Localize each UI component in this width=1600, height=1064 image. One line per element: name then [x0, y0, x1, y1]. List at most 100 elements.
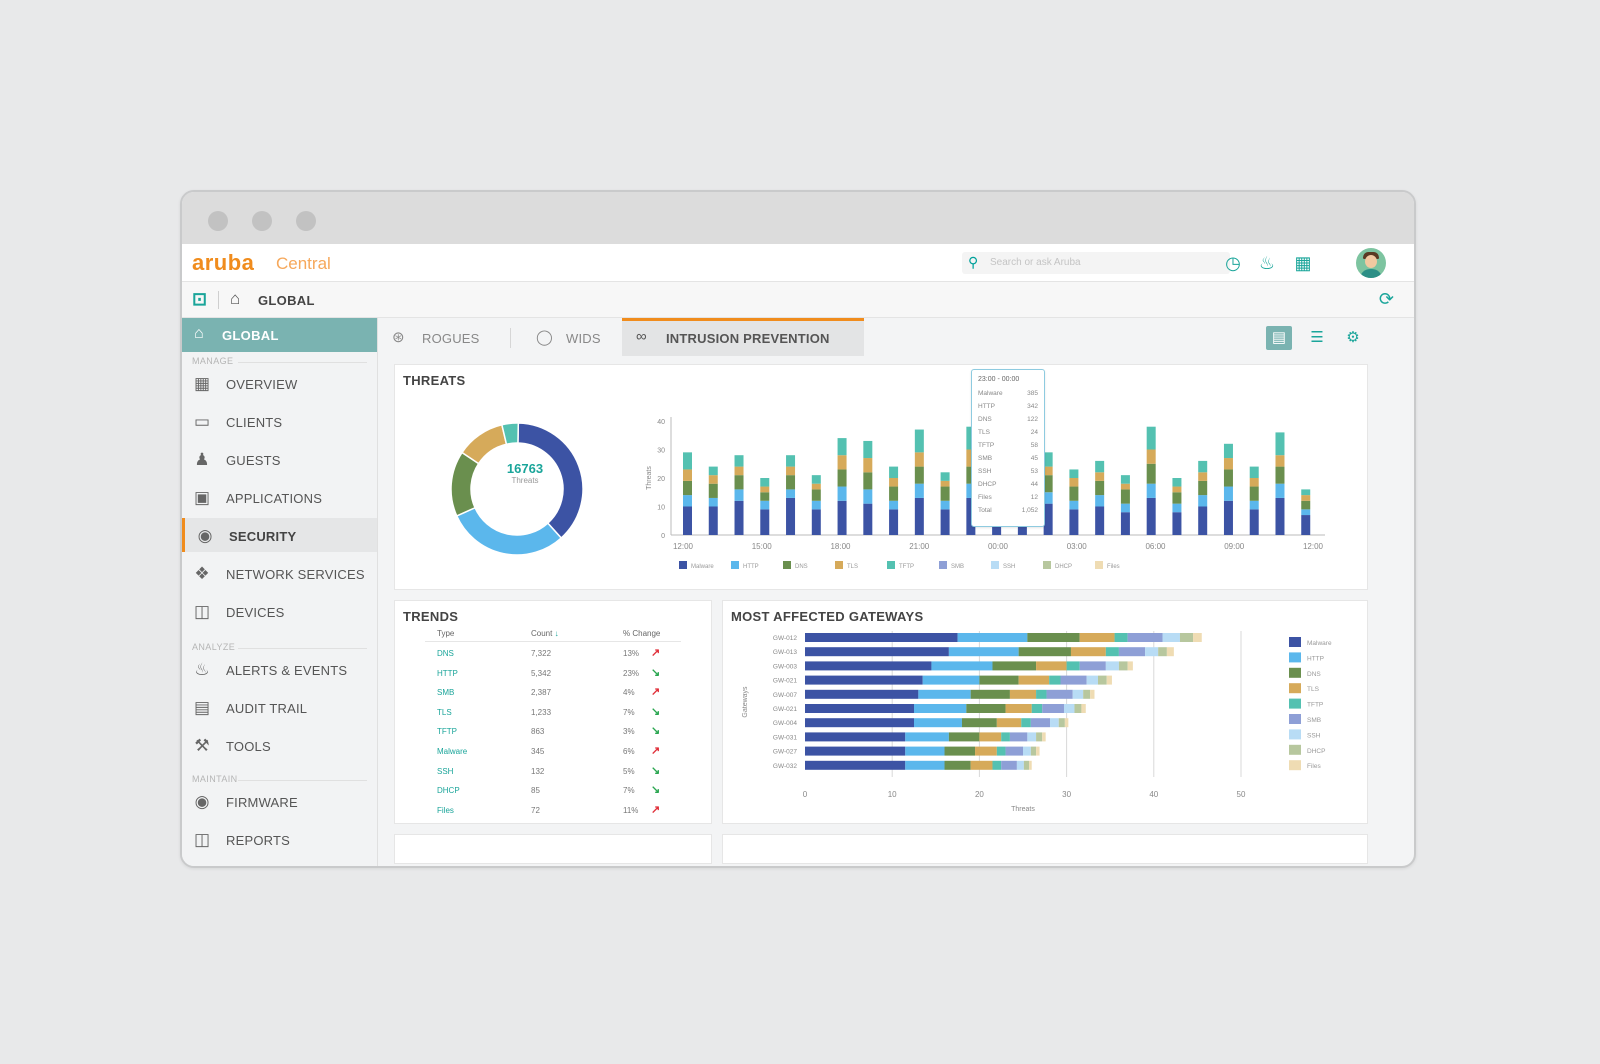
legend-swatch — [1289, 698, 1301, 709]
bar-segment — [1009, 732, 1028, 742]
window-dot[interactable] — [252, 211, 272, 231]
sidebar-item-alerts-events[interactable]: ♨ ALERTS & EVENTS — [182, 652, 377, 686]
bar-segment — [1105, 647, 1119, 657]
avatar[interactable] — [1356, 248, 1386, 278]
trend-count: 2,387 — [531, 688, 552, 698]
tab-intrusion-prevention[interactable]: ∞ INTRUSION PREVENTION — [622, 318, 864, 356]
window-dot[interactable] — [208, 211, 228, 231]
bar-segment — [1049, 675, 1061, 685]
bar-segment — [805, 689, 919, 699]
sidebar-item-reports[interactable]: ◫ REPORTS — [182, 822, 377, 856]
bar-segment — [1064, 718, 1069, 728]
tooltip-row: HTTP 342 — [978, 403, 1038, 415]
bar-segment — [970, 760, 993, 770]
x-tick-label: 20 — [975, 790, 984, 799]
table-row[interactable]: TFTP 863 3% ↘ — [395, 723, 711, 743]
sidebar-item-clients[interactable]: ▭ CLIENTS — [182, 404, 377, 438]
x-tick-label: 18:00 — [830, 542, 851, 551]
table-row[interactable]: SMB 2,387 4% ↗ — [395, 684, 711, 704]
trend-count: 85 — [531, 786, 540, 796]
tab-label: ROGUES — [422, 331, 480, 346]
sort-icon[interactable]: ↓ — [554, 629, 559, 638]
bar-segment — [889, 478, 899, 487]
home-icon[interactable]: ⌂ — [230, 289, 241, 308]
tooltip-row: SMB 45 — [978, 455, 1038, 467]
sidebar-item-applications[interactable]: ▣ APPLICATIONS — [182, 480, 377, 514]
bar-segment — [1030, 718, 1051, 728]
sidebar-item-guests[interactable]: ♟ GUESTS — [182, 442, 377, 476]
trends-col-type: Type — [437, 629, 455, 638]
apps-grid-icon[interactable]: ▦ — [1294, 253, 1312, 273]
aruba-logo[interactable]: aruba — [192, 250, 255, 275]
sidebar-global[interactable]: ⌂ GLOBAL — [182, 318, 377, 352]
clients-icon: ▭ — [193, 412, 211, 431]
table-row[interactable]: SSH 132 5% ↘ — [395, 763, 711, 783]
bar-segment — [1301, 515, 1311, 535]
x-tick-label: 09:00 — [1224, 542, 1245, 551]
legend-label: SSH — [1003, 564, 1015, 570]
window-titlebar — [182, 192, 1414, 244]
section-maintain: MAINTAIN — [192, 774, 238, 784]
sidebar-item-overview[interactable]: ▦ OVERVIEW — [182, 366, 377, 400]
table-row[interactable]: DNS 7,322 13% ↗ — [395, 645, 711, 665]
window-dot[interactable] — [296, 211, 316, 231]
sidebar-item-label: NETWORK SERVICES — [226, 567, 365, 582]
bar-segment — [1029, 760, 1032, 770]
bar-segment — [708, 497, 718, 507]
legend-label: Malware — [691, 564, 714, 570]
hierarchy-icon[interactable]: ⊡ — [192, 289, 208, 309]
settings-gear-icon[interactable]: ⚙ — [1346, 329, 1360, 346]
tooltip-value: 12 — [1030, 494, 1038, 501]
bar-segment — [966, 426, 976, 450]
trends-col-count[interactable]: Count ↓ — [531, 629, 559, 638]
table-row[interactable]: Files 72 11% ↗ — [395, 802, 711, 822]
bar-segment — [1036, 661, 1067, 671]
sidebar-item-security[interactable]: ◉ SECURITY — [182, 518, 377, 552]
sidebar-item-audit-trail[interactable]: ▤ AUDIT TRAIL — [182, 690, 377, 724]
trend-type: HTTP — [437, 668, 458, 678]
tab-wids[interactable]: ◯ WIDS — [522, 318, 622, 356]
dashboard-view-button[interactable]: ▤ — [1266, 326, 1292, 350]
search-input[interactable]: ⚲ Search or ask Aruba — [962, 252, 1230, 274]
trend-type: DNS — [437, 649, 454, 658]
bar-segment — [914, 483, 924, 498]
tooltip-key: DHCP — [978, 481, 997, 488]
bar-segment — [786, 466, 796, 476]
help-icon[interactable]: ◷ — [1225, 253, 1241, 273]
trend-count: 345 — [531, 747, 545, 756]
sidebar-item-firmware[interactable]: ◉ FIRMWARE — [182, 784, 377, 818]
bar-segment — [683, 452, 692, 470]
divider — [218, 291, 219, 309]
bar-segment — [914, 466, 924, 484]
context-label[interactable]: GLOBAL — [258, 293, 315, 308]
bell-icon[interactable]: ♨ — [1258, 253, 1276, 273]
y-tick-label: 40 — [657, 419, 665, 426]
tooltip-row: Files 12 — [978, 494, 1038, 506]
bar-segment — [1120, 483, 1130, 490]
trend-up-icon: ↗ — [651, 686, 661, 699]
bar-segment — [1046, 689, 1073, 699]
category-label: GW-003 — [773, 663, 797, 670]
sidebar-item-devices[interactable]: ◫ DEVICES — [182, 594, 377, 628]
tab-rogues[interactable]: ⊛ ROGUES — [378, 318, 498, 356]
wids-icon: ◯ — [536, 329, 553, 346]
bar-segment — [805, 746, 906, 756]
sidebar-item-network-services[interactable]: ❖ NETWORK SERVICES — [182, 556, 377, 590]
bar-segment — [811, 509, 821, 535]
tooltip-value: 45 — [1030, 455, 1038, 462]
list-view-icon[interactable]: ☰ — [1310, 329, 1324, 346]
table-row[interactable]: HTTP 5,342 23% ↘ — [395, 665, 711, 685]
bar-segment — [1162, 633, 1180, 642]
table-row[interactable]: Malware 345 6% ↗ — [395, 743, 711, 763]
sidebar-item-tools[interactable]: ⚒ TOOLS — [182, 728, 377, 762]
avatar-face — [1365, 255, 1377, 268]
table-row[interactable]: DHCP 85 7% ↘ — [395, 782, 711, 802]
table-row[interactable]: TLS 1,233 7% ↘ — [395, 704, 711, 724]
x-axis-label: Threats — [1011, 806, 1035, 813]
legend-swatch — [783, 561, 791, 569]
history-icon[interactable]: ⟳ — [1378, 289, 1394, 309]
tooltip-key: TFTP — [978, 442, 995, 449]
bar-segment — [1023, 760, 1030, 770]
bar-segment — [992, 760, 1002, 770]
bar-segment — [1114, 633, 1128, 642]
